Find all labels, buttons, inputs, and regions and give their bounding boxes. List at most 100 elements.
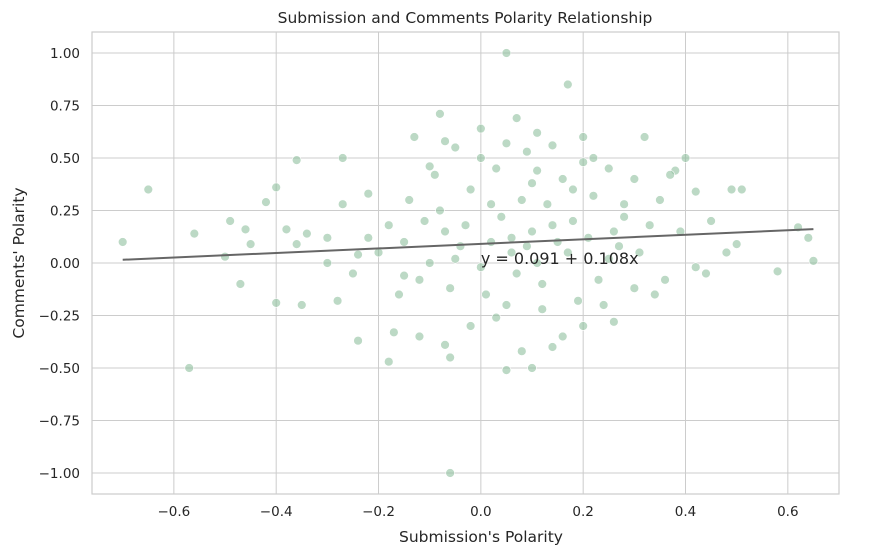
data-point bbox=[476, 153, 486, 163]
data-point bbox=[501, 365, 512, 375]
data-point bbox=[465, 321, 476, 331]
data-point bbox=[563, 247, 573, 258]
data-point bbox=[435, 205, 445, 216]
data-point bbox=[476, 123, 486, 134]
data-point bbox=[511, 268, 522, 279]
data-point bbox=[143, 184, 153, 195]
y-tick-label: −0.75 bbox=[39, 414, 80, 430]
data-point bbox=[465, 184, 476, 195]
data-point bbox=[731, 239, 742, 249]
data-point bbox=[435, 109, 445, 119]
data-point bbox=[803, 233, 814, 243]
data-point bbox=[399, 237, 409, 247]
chart-title: Submission and Comments Polarity Relatio… bbox=[278, 9, 653, 27]
data-point bbox=[522, 147, 532, 157]
data-point bbox=[517, 195, 527, 205]
data-point bbox=[332, 296, 343, 306]
data-point bbox=[511, 113, 522, 123]
data-point bbox=[588, 153, 599, 163]
data-point bbox=[348, 268, 358, 279]
data-point bbox=[338, 199, 348, 209]
data-point bbox=[619, 212, 629, 222]
data-point bbox=[639, 132, 650, 142]
x-axis-title: Submission's Polarity bbox=[399, 528, 563, 546]
data-point bbox=[486, 237, 496, 247]
y-tick-label: 0.50 bbox=[50, 151, 80, 167]
data-point bbox=[593, 275, 604, 285]
data-point bbox=[558, 174, 568, 184]
data-point bbox=[430, 170, 440, 180]
data-point bbox=[501, 138, 512, 149]
data-point bbox=[117, 237, 128, 247]
data-point bbox=[527, 226, 537, 237]
data-point bbox=[424, 258, 435, 268]
data-point bbox=[726, 184, 737, 195]
plot-frame bbox=[91, 31, 840, 495]
data-point bbox=[737, 184, 747, 195]
data-point bbox=[445, 283, 455, 293]
data-point bbox=[568, 184, 578, 195]
data-point bbox=[547, 220, 558, 230]
data-point bbox=[491, 312, 501, 323]
x-tick-label: −0.4 bbox=[260, 504, 293, 520]
data-point bbox=[532, 128, 542, 138]
y-tick-label: −0.25 bbox=[39, 309, 80, 325]
y-tick-label: 0.25 bbox=[50, 204, 80, 220]
data-point bbox=[691, 262, 701, 272]
data-point bbox=[189, 228, 200, 239]
data-point bbox=[598, 300, 609, 310]
data-point bbox=[573, 296, 583, 306]
data-point bbox=[455, 241, 466, 251]
data-point bbox=[706, 216, 716, 226]
data-point bbox=[220, 252, 230, 262]
data-point bbox=[532, 165, 542, 176]
data-point bbox=[578, 157, 588, 167]
data-point bbox=[450, 142, 460, 153]
data-point bbox=[644, 220, 655, 230]
data-point bbox=[619, 199, 629, 209]
x-tick-label: −0.6 bbox=[157, 504, 190, 520]
data-point bbox=[491, 163, 501, 174]
data-point bbox=[547, 342, 558, 352]
data-point bbox=[634, 247, 645, 258]
data-point bbox=[291, 239, 302, 249]
data-point bbox=[389, 327, 399, 337]
data-point bbox=[691, 186, 701, 197]
data-point bbox=[655, 195, 665, 205]
data-point bbox=[261, 197, 271, 207]
data-point bbox=[353, 249, 363, 260]
data-point bbox=[450, 254, 460, 264]
data-point bbox=[445, 468, 455, 478]
data-point bbox=[338, 153, 348, 163]
data-point bbox=[506, 233, 517, 243]
data-point bbox=[419, 216, 430, 226]
data-point bbox=[440, 340, 450, 350]
data-point bbox=[322, 233, 333, 243]
data-point bbox=[496, 212, 507, 222]
data-point bbox=[271, 182, 281, 193]
y-axis-title: Comments' Polarity bbox=[10, 187, 28, 338]
x-tick-label: 0.2 bbox=[572, 504, 593, 520]
data-point bbox=[363, 189, 373, 199]
data-points bbox=[117, 48, 819, 478]
data-point bbox=[542, 199, 553, 209]
data-point bbox=[384, 220, 394, 230]
data-point bbox=[650, 289, 660, 300]
data-point bbox=[414, 275, 425, 285]
grid bbox=[92, 32, 839, 494]
data-point bbox=[399, 270, 409, 281]
data-point bbox=[481, 289, 491, 300]
data-point bbox=[394, 289, 404, 300]
data-point bbox=[578, 321, 588, 331]
data-point bbox=[532, 258, 542, 268]
x-tick-label: 0.6 bbox=[777, 504, 798, 520]
x-axis-ticks: −0.6 −0.4 −0.2 0.0 0.2 0.4 0.6 bbox=[157, 504, 798, 520]
data-point bbox=[409, 132, 420, 142]
x-tick-label: −0.2 bbox=[362, 504, 395, 520]
data-point bbox=[701, 268, 711, 279]
data-point bbox=[506, 247, 517, 258]
data-point bbox=[604, 163, 614, 174]
x-tick-label: 0.4 bbox=[675, 504, 696, 520]
data-point bbox=[547, 140, 558, 151]
